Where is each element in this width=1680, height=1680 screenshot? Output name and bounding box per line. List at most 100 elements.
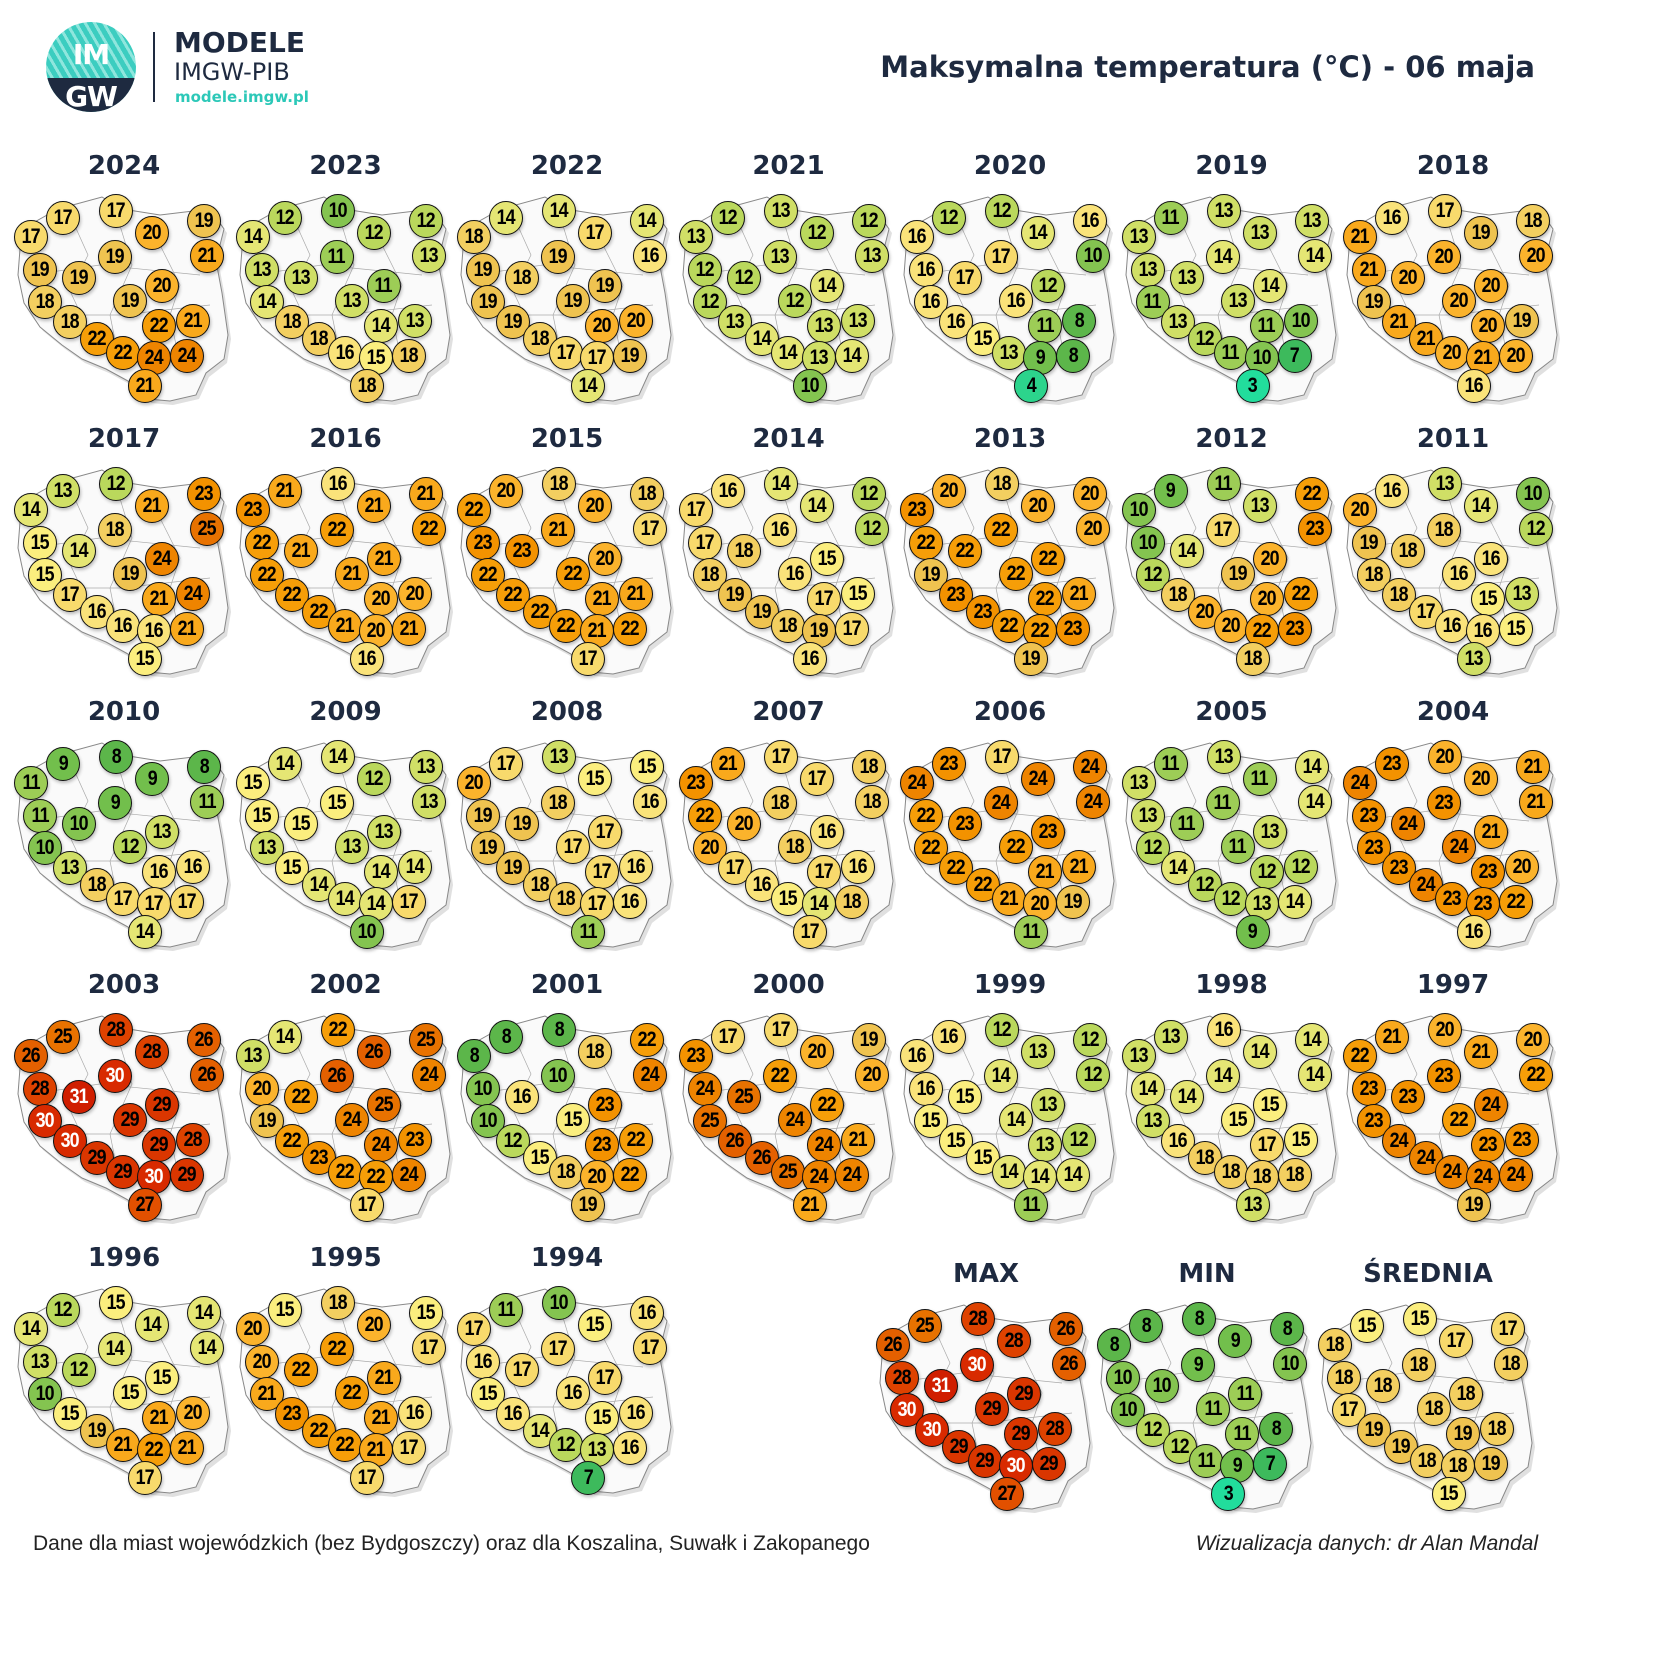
- city-marker-warszawa: 16: [809, 815, 844, 849]
- city-marker-zakopane: 19: [1457, 1188, 1491, 1222]
- city-marker-lublin: 28: [176, 1123, 210, 1157]
- temperature-value: 15: [585, 767, 605, 790]
- temperature-value: 28: [106, 1018, 126, 1041]
- city-marker-gdańsk: 20: [1428, 740, 1462, 774]
- temperature-value: 22: [503, 583, 523, 606]
- city-marker-toruń: 26: [319, 1059, 354, 1093]
- city-marker-lublin: 21: [840, 1123, 875, 1157]
- temperature-value: 20: [364, 1313, 383, 1336]
- city-marker-gdańsk: 8: [542, 1013, 576, 1047]
- temperature-value: 20: [243, 1317, 262, 1340]
- temperature-value: 15: [1260, 1093, 1279, 1116]
- temperature-value: 23: [243, 498, 262, 521]
- temperature-value: 22: [626, 1128, 646, 1151]
- temperature-value: 22: [257, 563, 276, 586]
- city-marker-łódź: 29: [975, 1392, 1009, 1426]
- temperature-value: 8: [1109, 1333, 1119, 1356]
- temperature-value: 7: [1289, 344, 1300, 367]
- region-border: [1267, 244, 1288, 366]
- temperature-value: 22: [342, 1381, 361, 1404]
- map-2023: 2023 12 10 12 12 14 13 11 13 13 11 14 13 13 18 14 18 16 15…: [232, 151, 462, 410]
- temperature-value: 13: [243, 1044, 262, 1067]
- city-marker-warszawa: 13: [1031, 1088, 1065, 1122]
- temperature-value: 17: [21, 225, 41, 248]
- temperature-value: 18: [585, 1040, 605, 1063]
- region-border: [381, 1336, 402, 1458]
- temperature-value: 28: [968, 1307, 988, 1330]
- city-marker-rzeszów: 21: [391, 612, 426, 646]
- temperature-value: 24: [419, 1063, 438, 1086]
- temperature-value: 14: [257, 290, 276, 313]
- city-marker-koszalin: 11: [1153, 201, 1188, 235]
- city-marker-suwałki: 23: [187, 477, 221, 511]
- temperature-value: 23: [1359, 1077, 1379, 1100]
- city-marker-suwałki: 20: [1073, 477, 1107, 511]
- city-marker-koszalin: 16: [932, 1020, 966, 1054]
- city-marker-szczecin: 16: [900, 220, 934, 254]
- temperature-value: 16: [626, 1401, 646, 1424]
- temperature-value: 18: [1373, 1374, 1393, 1397]
- temperature-value: 17: [106, 199, 126, 222]
- city-marker-gorzów-wlkp-: 23: [1352, 799, 1386, 833]
- city-marker-szczecin: 11: [14, 766, 48, 800]
- region-border: [381, 244, 402, 366]
- city-marker-białystok: 14: [1297, 239, 1332, 273]
- region-border: [159, 1336, 181, 1458]
- city-marker-warszawa: 17: [588, 1361, 622, 1395]
- temperature-value: 11: [22, 771, 40, 794]
- brand-url[interactable]: modele.imgw.pl: [175, 88, 309, 106]
- city-marker-koszalin: 8: [1129, 1309, 1163, 1343]
- temperature-value: 9: [58, 752, 68, 775]
- temperature-value: 17: [842, 617, 861, 640]
- city-marker-lublin: 13: [397, 304, 432, 338]
- city-marker-białystok: 18: [854, 785, 889, 819]
- temperature-value: 18: [87, 873, 107, 896]
- temperature-value: 12: [1143, 836, 1162, 859]
- temperature-value: 11: [1161, 206, 1180, 229]
- map-1996: 1996 12 15 14 14 14 14 14 13 12 15 10 15 20 15 21 19 21 22…: [10, 1243, 240, 1502]
- city-marker-lublin: 23: [1505, 1123, 1539, 1157]
- temperature-value: 16: [1168, 1129, 1187, 1152]
- temperature-value: 10: [1523, 482, 1543, 505]
- temperature-value: 17: [1339, 1398, 1359, 1421]
- city-marker-kielce: 17: [806, 582, 841, 616]
- city-marker-poznań: 22: [283, 1080, 318, 1114]
- temperature-value: 27: [997, 1482, 1017, 1505]
- city-marker-gorzów-wlkp-: 22: [687, 799, 722, 833]
- temperature-value: 26: [21, 1044, 41, 1067]
- temperature-value: 15: [955, 1085, 975, 1108]
- city-marker-rzeszów: 7: [1253, 1447, 1287, 1481]
- temperature-value: 11: [1161, 752, 1180, 775]
- city-marker-gdańsk: 28: [99, 1013, 133, 1047]
- temperature-value: 30: [144, 1165, 164, 1188]
- city-marker-katowice: 25: [770, 1155, 805, 1189]
- city-marker-opole: 12: [1187, 868, 1222, 902]
- temperature-value: 7: [583, 1466, 593, 1489]
- temperature-value: 25: [416, 1028, 435, 1051]
- city-marker-kraków: 17: [580, 887, 614, 921]
- city-marker-toruń: 17: [541, 1332, 575, 1366]
- temperature-value: 22: [770, 1064, 789, 1087]
- city-marker-lublin: 22: [619, 1123, 653, 1157]
- city-marker-koszalin: 15: [1350, 1309, 1384, 1343]
- city-marker-poznań: 21: [283, 534, 318, 568]
- map-2012: 2012 9 11 13 22 10 23 17 10 14 20 12 19 22 18 20 20 20 22 2…: [1118, 424, 1348, 683]
- city-marker-lublin: 16: [176, 850, 210, 884]
- city-marker-poznań: 18: [1391, 534, 1425, 568]
- temperature-value: 24: [907, 771, 927, 794]
- city-marker-szczecin: 13: [235, 1039, 270, 1073]
- temperature-value: 16: [1382, 479, 1402, 502]
- temperature-value: 17: [399, 890, 418, 913]
- region-border: [824, 790, 845, 912]
- temperature-value: 13: [725, 310, 744, 333]
- temperature-value: 16: [563, 1381, 583, 1404]
- temperature-value: 14: [1302, 755, 1321, 778]
- city-marker-kielce: 20: [363, 582, 398, 616]
- temperature-value: 15: [35, 563, 55, 586]
- temperature-value: 17: [512, 1358, 532, 1381]
- city-marker-lublin: 12: [1062, 1123, 1096, 1157]
- city-marker-warszawa: 21: [366, 1361, 401, 1395]
- city-marker-gorzów-wlkp-: 16: [909, 253, 943, 287]
- temperature-value: 12: [1083, 1063, 1103, 1086]
- temperature-value: 13: [1177, 266, 1196, 289]
